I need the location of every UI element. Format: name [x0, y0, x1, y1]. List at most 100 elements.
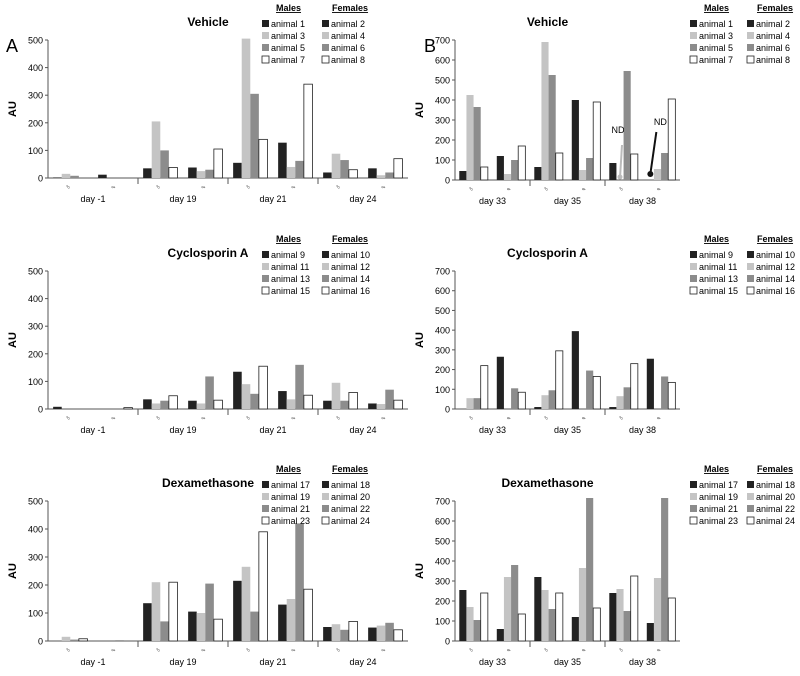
chart2-x-tick-label: day 35 — [554, 196, 581, 206]
chart6-legend-males-header: Males — [704, 464, 729, 474]
chart2-bar-male-3 — [473, 107, 481, 180]
chart6-x-tick-label: day 38 — [629, 657, 656, 667]
chart4-female-symbol: ♀ — [656, 415, 663, 420]
chart4-bar-male-4 — [630, 363, 639, 410]
chart2-bar-female-4 — [592, 101, 601, 181]
chart2-bar-female-4 — [517, 145, 526, 181]
chart5-bar-female-4 — [213, 618, 223, 642]
chart1-legend-males-header: Males — [276, 3, 301, 13]
chart5-bar-male-3 — [340, 629, 349, 641]
chart5-female-symbol: ♀ — [200, 647, 207, 652]
chart4-x-tick-label: day 35 — [554, 425, 581, 435]
chart4-female-symbol: ♀ — [506, 415, 513, 420]
chart4-legend-females-header: Females — [757, 234, 793, 244]
chart4-legend-label-female: animal 16 — [756, 286, 795, 296]
chart2-nd-dot-1 — [617, 174, 623, 180]
chart5-female-symbol: ♀ — [110, 647, 117, 652]
chart1-legend-label-male: animal 5 — [271, 43, 305, 53]
chart3-x-tick-label: day 19 — [169, 425, 196, 435]
chart4-bar-female-3 — [586, 370, 594, 409]
chart5-x-tick-label: day 19 — [169, 657, 196, 667]
chart4-legend-swatch-female — [746, 286, 755, 295]
chart2-y-tick-label: 100 — [435, 156, 450, 166]
chart3-legend-swatch-female — [322, 263, 329, 270]
chart4-legend-males-header: Males — [704, 234, 729, 244]
chart6-bar-female-4 — [517, 613, 526, 642]
chart1-bar-female-4 — [213, 148, 223, 179]
chart4-male-symbol: ♂ — [619, 415, 626, 420]
chart3-legend-females-header: Females — [332, 234, 368, 244]
chart4-x-tick-label: day 33 — [479, 425, 506, 435]
chart3-y-tick-label: 100 — [28, 377, 43, 387]
chart6-legend-label-male: animal 19 — [699, 492, 738, 502]
chart3-legend-label-female: animal 14 — [331, 274, 370, 284]
chart5-bar-male-2 — [241, 566, 251, 641]
chart5-legend-label-male: animal 21 — [271, 504, 310, 514]
chart6-bar-male-2 — [541, 590, 549, 641]
chart6-female-symbol: ♀ — [656, 647, 663, 652]
chart5-bar-male-4 — [348, 621, 358, 642]
chart3-bar-female-2 — [376, 404, 386, 409]
chart6-bar-male-4 — [630, 575, 639, 642]
chart2-legend-label-male: animal 1 — [699, 19, 733, 29]
chart1-bar-female-3 — [205, 169, 214, 178]
chart1-bar-female-1 — [98, 174, 107, 178]
chart2-nd-pointer-1 — [619, 144, 623, 179]
chart3-bar-male-4 — [258, 365, 268, 410]
chart1-bar-female-1 — [278, 142, 287, 178]
chart5-male-symbol: ♂ — [335, 647, 342, 652]
chart4-x-tick-label: day 38 — [629, 425, 656, 435]
chart5-bar-female-4 — [303, 588, 313, 642]
chart2-legend-swatch-male — [690, 32, 697, 39]
chart5-bar-male-3 — [70, 639, 79, 641]
chart3-legend-swatch-male — [262, 263, 269, 270]
chart2-y-tick-label: 300 — [435, 116, 450, 126]
chart3-bar-female-2 — [196, 403, 206, 409]
chart1-bar-male-1 — [143, 168, 152, 178]
chart6-legend-label-male: animal 23 — [699, 516, 738, 526]
chart5-legend-swatch-male — [262, 493, 269, 500]
chart2-legend-swatch-female — [747, 32, 754, 39]
chart5-y-axis-label: AU — [7, 563, 19, 579]
chart5-bar-female-3 — [205, 583, 214, 641]
chart4-bar-male-3 — [473, 398, 481, 409]
chart6-bar-male-1 — [459, 590, 467, 641]
chart3-title: Cyclosporin A — [168, 246, 249, 260]
chart4-bar-female-4 — [517, 391, 526, 410]
chart3-y-tick-label: 200 — [28, 349, 43, 359]
chart6-y-tick-label: 100 — [435, 617, 450, 627]
chart1-y-tick-label: 500 — [28, 36, 43, 46]
chart3-x-tick-label: day 24 — [349, 425, 376, 435]
chart2-legend-females-header: Females — [757, 3, 793, 13]
chart1-legend-label-male: animal 1 — [271, 19, 305, 29]
chart1-legend-swatch-female — [322, 32, 329, 39]
chart6-male-symbol: ♂ — [469, 647, 476, 652]
chart6-legend-swatch-female — [747, 505, 754, 512]
chart6-y-tick-label: 200 — [435, 597, 450, 607]
chart3-legend-label-male: animal 13 — [271, 274, 310, 284]
chart5-bar-female-4 — [393, 629, 403, 642]
chart1-bar-male-2 — [151, 121, 161, 178]
chart4-legend-swatch-female — [747, 263, 754, 270]
chart6-title: Dexamethasone — [501, 476, 593, 490]
chart4-legend-swatch-male — [690, 263, 697, 270]
chart2-male-symbol: ♂ — [619, 186, 626, 191]
chart6-male-symbol: ♂ — [619, 647, 626, 652]
chart3-x-tick-label: day 21 — [259, 425, 286, 435]
chart5-bar-male-2 — [151, 582, 161, 641]
chart1-legend-label-female: animal 6 — [331, 43, 365, 53]
chart3-bar-male-3 — [340, 400, 349, 409]
chart1-y-tick-label: 200 — [28, 118, 43, 128]
chart1-bar-female-2 — [376, 175, 386, 178]
chart6-bar-male-2 — [466, 607, 474, 641]
chart1-legend-swatch-female — [321, 55, 330, 64]
chart3-bar-male-1 — [53, 406, 62, 409]
chart2-legend-label-female: animal 4 — [756, 31, 790, 41]
chart6-legend-swatch-female — [747, 481, 754, 488]
chart1-legend-swatch-male — [262, 32, 269, 39]
chart1-bar-female-4 — [303, 83, 313, 179]
chart2-nd-pointer-2 — [649, 131, 658, 175]
chart5-legend-swatch-male — [261, 516, 270, 525]
chart3-y-tick-label: 400 — [28, 294, 43, 304]
chart3-legend-label-male: animal 11 — [271, 262, 309, 272]
